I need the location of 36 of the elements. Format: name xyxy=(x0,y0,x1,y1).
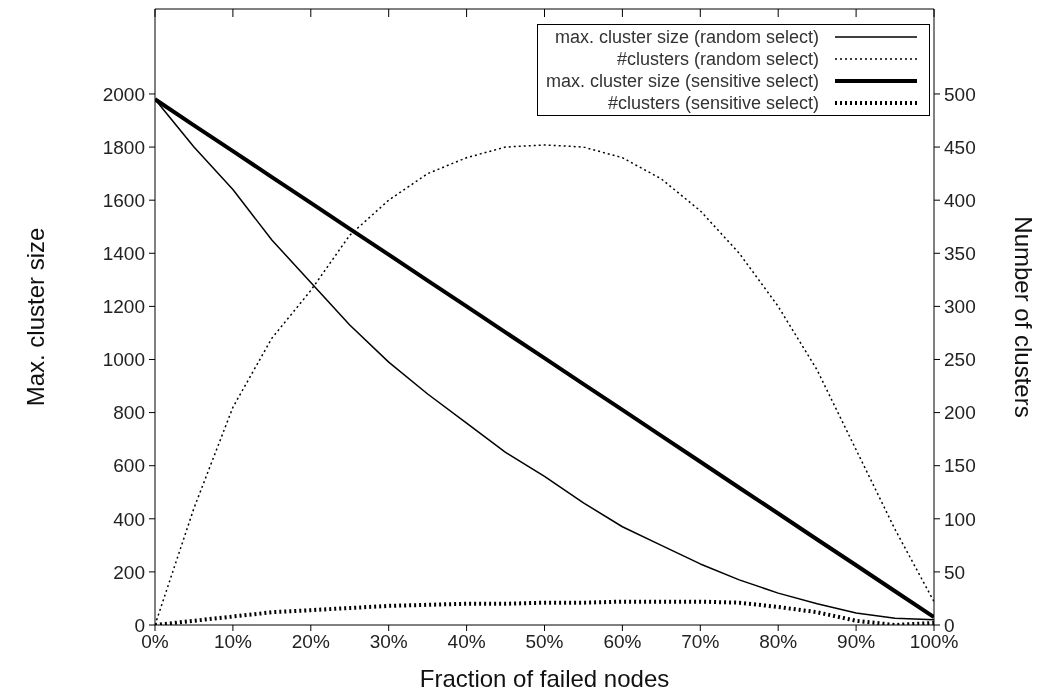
y-tick-label: 2000 xyxy=(102,83,145,105)
y2-tick-label: 300 xyxy=(944,296,976,318)
y-tick-label: 1000 xyxy=(102,349,145,371)
y2-tick-label: 400 xyxy=(944,189,976,211)
legend-label: #clusters (sensitive select) xyxy=(607,92,819,114)
x-tick-label: 90% xyxy=(837,631,876,653)
x-tick-label: 50% xyxy=(525,631,564,653)
y-axis-title: Max. cluster size xyxy=(21,227,49,407)
legend-label: max. cluster size (sensitive select) xyxy=(545,70,819,92)
y2-tick-label: 50 xyxy=(944,561,966,583)
y2-tick-label: 150 xyxy=(944,455,976,477)
y-tick-label: 1600 xyxy=(102,189,145,211)
y-tick-label: 800 xyxy=(113,402,145,424)
y2-tick-label: 350 xyxy=(944,243,976,265)
y2-tick-label: 250 xyxy=(944,349,976,371)
y2-tick-label: 200 xyxy=(944,402,976,424)
legend-label: max. cluster size (random select) xyxy=(554,26,819,48)
y-tick-label: 1800 xyxy=(102,136,145,158)
y2-axis-title: Number of clusters xyxy=(1010,216,1038,418)
y2-tick-label: 450 xyxy=(944,136,976,158)
y2-tick-label: 100 xyxy=(944,508,976,530)
x-tick-label: 10% xyxy=(213,631,253,653)
y-tick-label: 400 xyxy=(113,508,145,530)
y-tick-label: 1200 xyxy=(102,296,145,318)
y2-tick-label: 500 xyxy=(944,83,976,105)
legend-label: #clusters (random select) xyxy=(616,48,819,70)
x-tick-label: 70% xyxy=(681,631,720,653)
x-tick-label: 80% xyxy=(759,631,798,653)
y-tick-label: 600 xyxy=(113,455,145,477)
x-tick-label: 20% xyxy=(291,631,330,653)
x-tick-label: 60% xyxy=(603,631,642,653)
x-tick-label: 30% xyxy=(369,631,408,653)
x-tick-label: 40% xyxy=(447,631,486,653)
x-axis-title: Fraction of failed nodes xyxy=(419,665,670,692)
y-tick-label: 200 xyxy=(113,561,145,583)
y-tick-label: 1400 xyxy=(102,243,145,265)
